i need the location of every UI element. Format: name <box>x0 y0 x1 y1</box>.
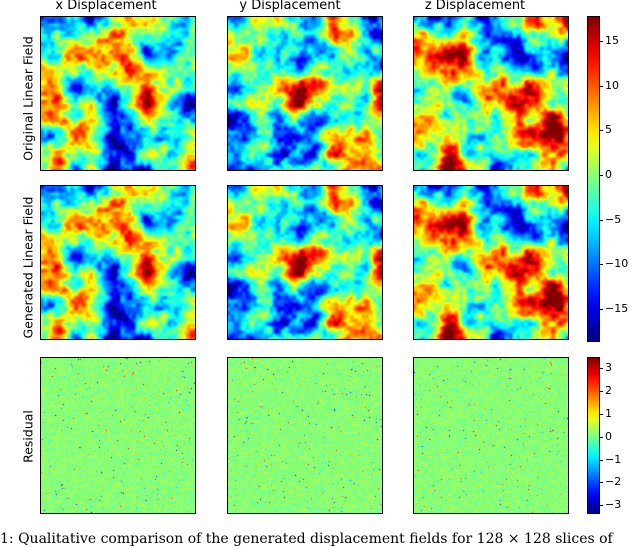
heatmap-original-y <box>227 16 383 171</box>
colorbar-main-tick-label: 10 <box>605 79 619 92</box>
heatmap-canvas-original-y <box>228 17 382 170</box>
column-title-z: z Displacement <box>424 0 526 13</box>
colorbar-residual-gradient <box>588 358 599 513</box>
colorbar-main-tick-mark <box>599 264 603 265</box>
heatmap-canvas-residual-x <box>41 358 195 513</box>
colorbar-main-tick-mark <box>599 41 603 42</box>
colorbar-main-tick-label: 5 <box>605 123 612 136</box>
colorbar-residual-tick-mark <box>599 414 603 415</box>
row-label-residual: Residual <box>20 410 36 463</box>
colorbar-main-tick-label: −10 <box>605 257 629 270</box>
heatmap-canvas-generated-z <box>414 186 568 339</box>
colorbar-residual-tick-label: −2 <box>605 475 622 488</box>
heatmap-residual-x <box>40 357 196 514</box>
column-title-x: x Displacement <box>55 0 157 13</box>
colorbar-main-gradient <box>588 17 599 341</box>
heatmap-generated-y <box>227 185 383 340</box>
colorbar-residual-tick-mark <box>599 460 603 461</box>
colorbar-main-tick-label: 0 <box>605 168 612 181</box>
colorbar-residual-tick-mark <box>599 368 603 369</box>
colorbar-residual-tick-label: 0 <box>605 430 612 443</box>
colorbar-residual-tick-label: −3 <box>605 498 622 511</box>
heatmap-canvas-original-x <box>41 17 195 170</box>
colorbar-residual <box>587 357 600 514</box>
heatmap-original-x <box>40 16 196 171</box>
colorbar-main-tick-mark <box>599 220 603 221</box>
heatmap-original-z <box>413 16 569 171</box>
row-label-original: Original Linear Field <box>20 36 36 161</box>
colorbar-main-tick-mark <box>599 130 603 131</box>
figure-caption: 1: Qualitative comparison of the generat… <box>0 531 613 547</box>
heatmap-residual-y <box>227 357 383 514</box>
colorbar-residual-tick-mark <box>599 482 603 483</box>
heatmap-canvas-residual-z <box>414 358 568 513</box>
colorbar-residual-tick-label: 2 <box>605 384 612 397</box>
heatmap-generated-x <box>40 185 196 340</box>
colorbar-residual-tick-label: 3 <box>605 361 612 374</box>
heatmap-canvas-generated-y <box>228 186 382 339</box>
colorbar-main-tick-label: −5 <box>605 213 622 226</box>
heatmap-generated-z <box>413 185 569 340</box>
colorbar-main-tick-label: 15 <box>605 34 619 47</box>
heatmap-canvas-residual-y <box>228 358 382 513</box>
colorbar-main-tick-label: −15 <box>605 302 629 315</box>
heatmap-canvas-original-z <box>414 17 568 170</box>
heatmap-canvas-generated-x <box>41 186 195 339</box>
colorbar-main-tick-mark <box>599 86 603 87</box>
colorbar-residual-tick-mark <box>599 437 603 438</box>
colorbar-residual-tick-label: −1 <box>605 453 622 466</box>
heatmap-residual-z <box>413 357 569 514</box>
colorbar-main <box>587 16 600 342</box>
colorbar-main-tick-mark <box>599 309 603 310</box>
colorbar-residual-tick-mark <box>599 505 603 506</box>
colorbar-main-tick-mark <box>599 175 603 176</box>
colorbar-residual-tick-label: 1 <box>605 407 612 420</box>
row-label-generated: Generated Linear Field <box>20 196 36 339</box>
colorbar-residual-tick-mark <box>599 391 603 392</box>
column-title-y: y Displacement <box>239 0 341 13</box>
